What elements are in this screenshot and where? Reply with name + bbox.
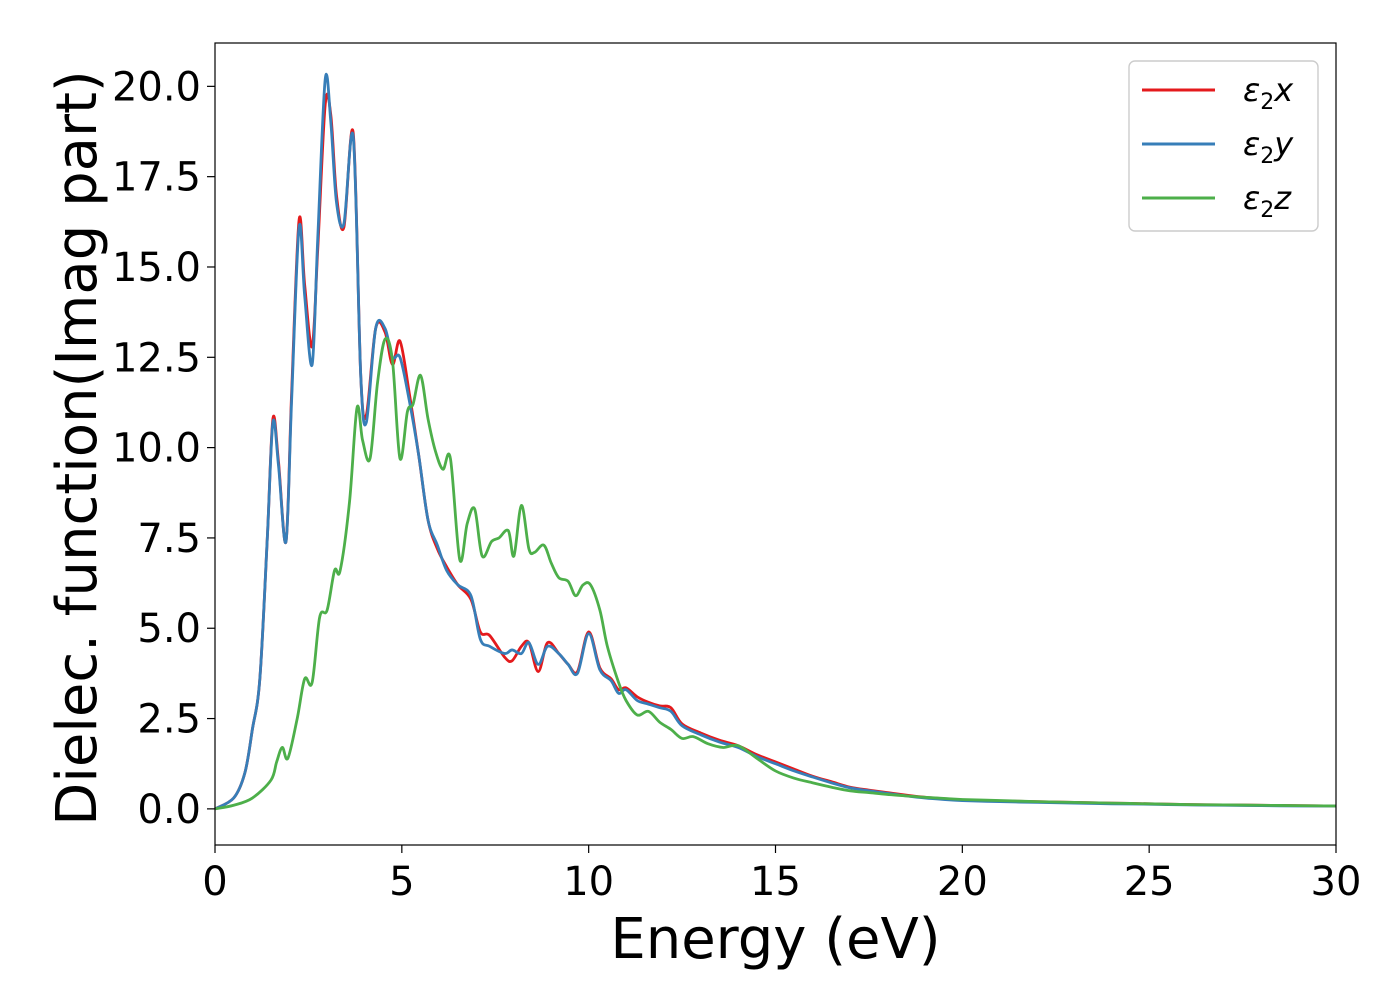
y-tick-label: 2.5 bbox=[137, 697, 201, 743]
x-tick-label: 0 bbox=[202, 859, 227, 905]
y-tick-label: 12.5 bbox=[112, 335, 201, 381]
x-tick-label: 5 bbox=[389, 859, 414, 905]
y-axis-ticks: 0.0 2.5 5.0 7.5 10.0 12.5 15.0 17.5 20.0 bbox=[112, 64, 215, 833]
x-tick-label: 10 bbox=[563, 859, 614, 905]
x-tick-label: 20 bbox=[937, 859, 988, 905]
legend: ε2x ε2y ε2z bbox=[1128, 60, 1319, 232]
x-axis-ticks: 0 5 10 15 20 25 30 bbox=[202, 845, 1361, 905]
y-tick-label: 17.5 bbox=[112, 155, 201, 201]
y-tick-label: 10.0 bbox=[112, 426, 201, 472]
y-tick-label: 15.0 bbox=[112, 245, 201, 291]
legend-label: ε2x bbox=[1243, 71, 1294, 115]
series-line-2 bbox=[214, 336, 1337, 811]
y-axis-label: Dielec. function(Imag part) bbox=[45, 70, 110, 826]
y-tick-label: 20.0 bbox=[112, 64, 201, 110]
x-tick-label: 15 bbox=[750, 859, 801, 905]
x-axis-label: Energy (eV) bbox=[610, 907, 940, 972]
y-tick-label: 5.0 bbox=[137, 606, 201, 652]
plot-lines bbox=[214, 72, 1337, 811]
y-tick-label: 7.5 bbox=[137, 516, 201, 562]
legend-box bbox=[1128, 60, 1319, 232]
legend-label: ε2y bbox=[1243, 125, 1294, 169]
x-tick-label: 25 bbox=[1124, 859, 1175, 905]
x-tick-label: 30 bbox=[1311, 859, 1362, 905]
y-tick-label: 0.0 bbox=[137, 787, 201, 833]
legend-label: ε2z bbox=[1243, 179, 1292, 223]
